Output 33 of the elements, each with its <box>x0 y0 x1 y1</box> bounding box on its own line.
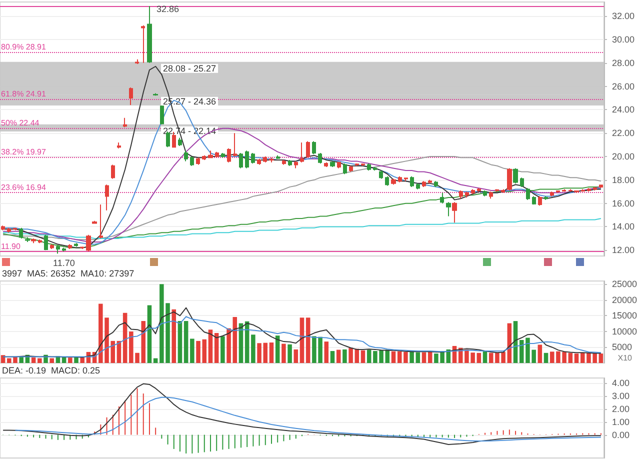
y-tick-label: 18.00 <box>612 174 635 185</box>
annotation: 11.70 <box>53 258 75 268</box>
y-tick-label: 1.00 <box>612 416 630 427</box>
band-label: 28.08 - 25.27 <box>163 63 216 74</box>
y-tick-label: 0.00 <box>612 430 630 440</box>
y-tick-label: 25000 <box>612 279 638 290</box>
ref-line-label: 38.2% 19.97 <box>1 147 46 156</box>
ref-line-label: 80.9% 28.91 <box>1 42 46 52</box>
ref-line-label: 50% 22.44 <box>1 118 40 128</box>
text: DEA: -0.19 MACD: 0.25 <box>2 366 100 376</box>
ref-line-label: 61.8% 24.91 <box>1 90 46 99</box>
y-tick-label: 14.00 <box>612 222 635 232</box>
y-tick-label: 10000 <box>612 326 638 336</box>
y-tick-label: 4.00 <box>612 378 630 388</box>
y-tick-label: 22.00 <box>612 128 635 138</box>
annotation: 32.86 <box>156 4 180 14</box>
y-tick-label: 5000 <box>612 342 632 352</box>
y-tick-label: 32.00 <box>612 11 635 22</box>
text: X10 <box>618 354 633 362</box>
y-tick-label: 15000 <box>612 310 638 321</box>
y-tick-label: 20000 <box>612 294 638 305</box>
ref-line-label: 11.90 <box>1 242 21 251</box>
y-tick-label: 26.00 <box>612 81 635 92</box>
y-tick-label: 30.00 <box>612 34 635 44</box>
text: 3997 MA5: 26352 MA10: 27397 <box>2 268 134 278</box>
y-tick-label: 24.00 <box>612 104 635 115</box>
ref-line-label: 23.6% 16.94 <box>1 182 46 192</box>
y-tick-label: 3.00 <box>612 391 630 402</box>
y-tick-label: 20.00 <box>612 152 635 162</box>
y-tick-label: 2.00 <box>612 404 630 414</box>
y-tick-label: 16.00 <box>612 198 635 208</box>
y-tick-label: 12.00 <box>612 245 635 256</box>
y-tick-label: 28.00 <box>612 58 635 68</box>
